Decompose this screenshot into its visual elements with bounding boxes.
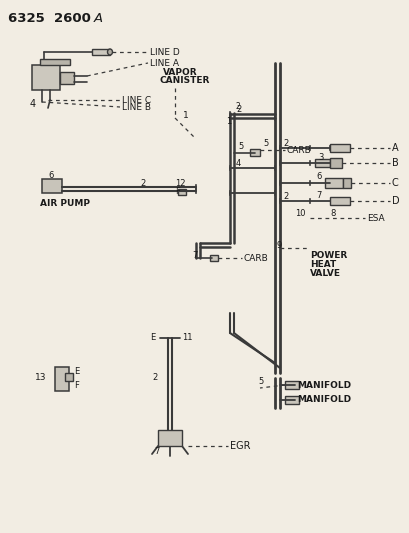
Text: ESA: ESA <box>366 214 384 222</box>
Text: MANIFOLD: MANIFOLD <box>296 395 350 405</box>
Bar <box>329 158 341 168</box>
Ellipse shape <box>107 49 112 55</box>
Text: A: A <box>94 12 103 25</box>
Text: CARB: CARB <box>243 254 268 262</box>
Text: F: F <box>74 381 79 390</box>
Text: 4: 4 <box>30 99 36 109</box>
Text: LINE D: LINE D <box>150 47 179 56</box>
Text: CANISTER: CANISTER <box>160 76 210 85</box>
Text: D: D <box>391 196 399 206</box>
Bar <box>92 49 110 55</box>
Bar <box>32 65 60 90</box>
Text: 6: 6 <box>48 171 53 180</box>
Text: E: E <box>74 367 79 376</box>
Bar <box>40 59 70 65</box>
Bar <box>329 144 349 152</box>
Text: POWER: POWER <box>309 251 346 260</box>
Text: F: F <box>175 187 180 196</box>
Bar <box>209 255 218 261</box>
Bar <box>60 72 74 84</box>
Text: 12: 12 <box>175 179 185 188</box>
Bar <box>324 178 342 188</box>
Text: C: C <box>391 178 398 188</box>
Bar <box>284 381 298 389</box>
Bar <box>329 197 349 205</box>
Text: 8: 8 <box>329 208 335 217</box>
Text: VAPOR: VAPOR <box>163 68 197 77</box>
Text: 5: 5 <box>262 139 267 148</box>
Text: 2: 2 <box>152 374 157 383</box>
Text: 13: 13 <box>35 374 46 383</box>
Text: 6: 6 <box>315 172 321 181</box>
Text: AIR PUMP: AIR PUMP <box>40 198 90 207</box>
Text: 2: 2 <box>139 179 145 188</box>
Bar <box>314 159 329 167</box>
Text: 7: 7 <box>154 447 159 456</box>
Bar <box>42 179 62 193</box>
Text: LINE C: LINE C <box>122 95 151 104</box>
Text: 4: 4 <box>236 158 240 167</box>
Text: LINE B: LINE B <box>122 102 151 111</box>
Bar <box>157 430 182 446</box>
Text: E: E <box>150 334 155 343</box>
Text: 5: 5 <box>237 141 243 150</box>
Text: A: A <box>391 143 398 153</box>
Text: 2: 2 <box>282 139 288 148</box>
Text: B: B <box>391 158 398 168</box>
Text: 2: 2 <box>236 104 240 114</box>
Text: 7: 7 <box>191 251 197 260</box>
Text: 11: 11 <box>182 334 192 343</box>
Text: 3: 3 <box>317 152 323 161</box>
Bar <box>65 373 73 381</box>
Text: 1: 1 <box>225 117 231 125</box>
Bar <box>55 367 69 391</box>
Text: 1: 1 <box>182 110 188 119</box>
Bar <box>249 149 259 156</box>
Text: 2: 2 <box>282 191 288 200</box>
Text: 9: 9 <box>276 240 281 249</box>
Text: LINE A: LINE A <box>150 59 179 68</box>
Text: 2: 2 <box>236 101 240 110</box>
Text: VALVE: VALVE <box>309 269 340 278</box>
Text: MANIFOLD: MANIFOLD <box>296 381 350 390</box>
Text: 10: 10 <box>294 208 305 217</box>
Text: 7: 7 <box>315 190 321 199</box>
Text: CARB: CARB <box>286 146 311 155</box>
Text: EGR: EGR <box>229 441 250 451</box>
Text: 6325  2600: 6325 2600 <box>8 12 91 25</box>
Text: HEAT: HEAT <box>309 260 335 269</box>
Text: 5: 5 <box>257 376 263 385</box>
Bar <box>342 178 350 188</box>
Bar <box>178 189 186 195</box>
Bar <box>284 396 298 404</box>
